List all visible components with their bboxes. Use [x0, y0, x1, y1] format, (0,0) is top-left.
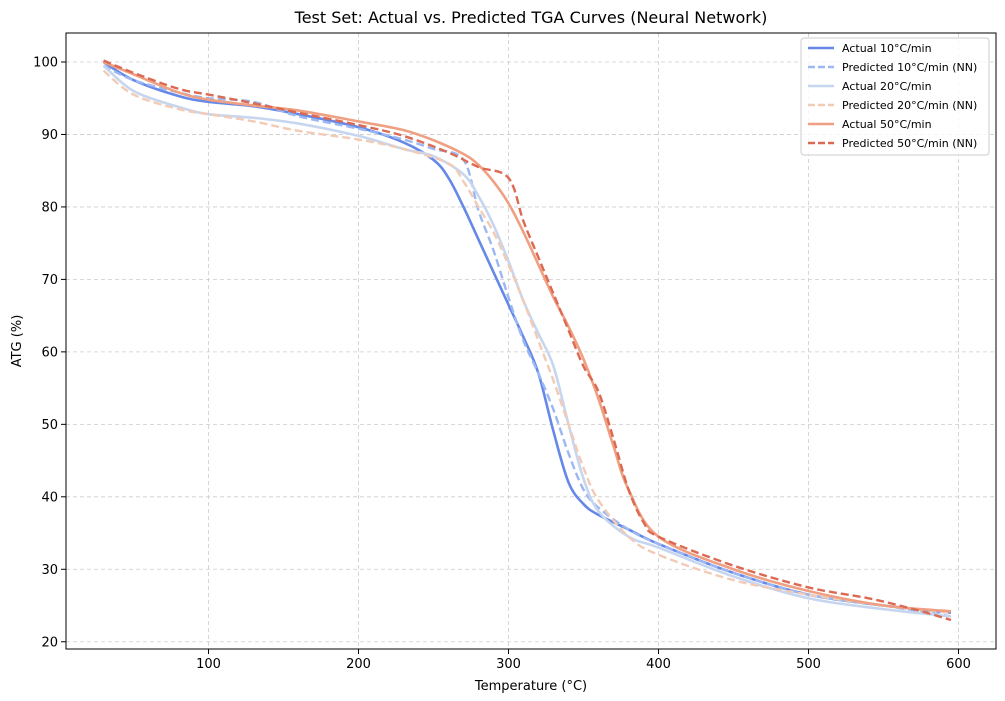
legend-box: [800, 37, 990, 156]
y-tick-label: 100: [33, 55, 58, 70]
chart-title: Test Set: Actual vs. Predicted TGA Curve…: [294, 8, 768, 27]
legend-label-1: Actual 10°C/min: [842, 42, 932, 55]
legend: Actual 10°C/min Predicted 10°C/min (NN) Ac…: [800, 37, 990, 156]
y-tick-label: 50: [41, 418, 58, 433]
series-line-3: [102, 64, 952, 618]
x-tick-label: 400: [646, 657, 671, 672]
x-tick-label: 300: [496, 657, 521, 672]
legend-label-5: Actual 50°C/min: [842, 118, 932, 131]
x-tick-label: 200: [346, 657, 371, 672]
y-tick-label: 30: [41, 563, 58, 578]
x-tick-label: 600: [946, 657, 971, 672]
plot-series: [102, 59, 952, 622]
legend-label-3: Actual 20°C/min: [842, 80, 932, 93]
plot-frame: [65, 32, 997, 650]
y-tick-label: 20: [41, 635, 58, 650]
y-tick-label: 70: [41, 273, 58, 288]
x-tick-label: 100: [196, 657, 221, 672]
x-axis-label: Temperature (°C): [474, 679, 587, 694]
y-tick-label: 90: [41, 128, 58, 143]
series-line-5: [103, 60, 952, 613]
axis-ticks: 100 200 300 400 500 600 20 30 40 50 60 70 80 90 100: [33, 55, 971, 672]
legend-label-4: Predicted 20°C/min (NN): [842, 99, 977, 112]
legend-label-2: Predicted 10°C/min (NN): [842, 61, 977, 74]
x-tick-label: 500: [796, 657, 821, 672]
series-line-4: [102, 69, 952, 614]
y-axis-label: ATG (%): [10, 315, 25, 368]
y-tick-label: 60: [41, 345, 58, 360]
y-tick-label: 40: [41, 490, 58, 505]
series-line-6: [103, 59, 952, 622]
legend-label-6: Predicted 50°C/min (NN): [842, 137, 977, 150]
y-tick-label: 80: [41, 200, 58, 215]
